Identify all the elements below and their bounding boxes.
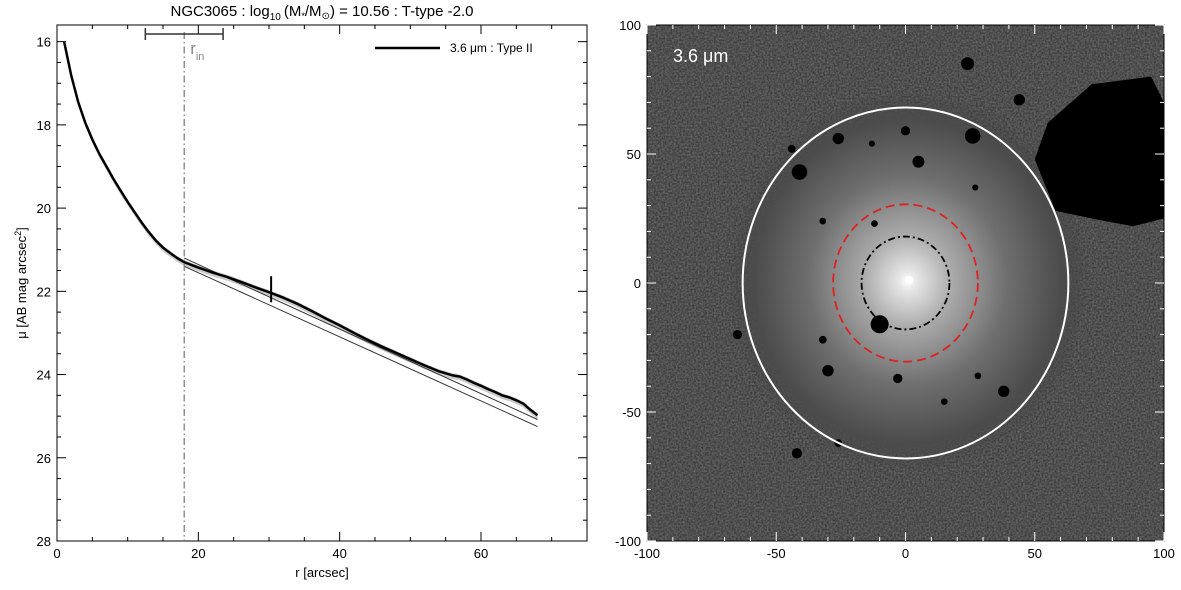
star-mask <box>818 335 827 344</box>
star-mask <box>791 164 808 180</box>
profile-axis-ticks <box>56 25 588 542</box>
legend: 3.6 μm : Type II <box>375 41 533 55</box>
star-mask <box>791 448 803 459</box>
y-tick-label: 18 <box>37 118 51 133</box>
profile-line <box>62 41 539 417</box>
y-axis-label: μ [AB mag arcsec2] <box>13 227 29 339</box>
y-tick-label: 20 <box>37 201 51 216</box>
y-tick-label: 50 <box>627 147 641 162</box>
star-mask <box>972 184 979 191</box>
star-mask <box>998 385 1010 398</box>
star-mask <box>787 144 796 153</box>
large-mask-region <box>1034 76 1164 227</box>
y-tick-label: -100 <box>615 534 641 549</box>
r-in-label: rin <box>190 39 204 63</box>
image-panel: -100 -50 0 50 100 -100 -50 0 50 100 3.6 μm <box>615 18 1175 561</box>
star-masks <box>732 57 1025 459</box>
x-axis-label: r [arcsec] <box>295 565 348 580</box>
star-mask <box>871 220 878 228</box>
r-in-errorbar <box>144 28 224 40</box>
y-tick-label: 0 <box>634 276 641 291</box>
x-tick-label: -50 <box>767 546 786 561</box>
red-dashed-ellipse <box>832 203 979 363</box>
star-mask <box>832 132 844 145</box>
star-mask <box>893 373 903 384</box>
profile-data-layer <box>62 39 539 428</box>
galaxy-core <box>905 276 913 284</box>
x-tick-label: 20 <box>191 546 205 561</box>
x-tick-label: 60 <box>474 546 488 561</box>
x-tick-label: 0 <box>53 546 60 561</box>
star-mask <box>940 398 948 406</box>
band-label: 3.6 μm <box>673 46 728 66</box>
x-tick-label: 0 <box>902 546 909 561</box>
y-tick-label: 100 <box>619 18 641 33</box>
legend-label: 3.6 μm : Type II <box>450 41 533 55</box>
y-tick-label: 16 <box>37 35 51 50</box>
fit-line <box>183 265 538 428</box>
x-tick-label: 40 <box>332 546 346 561</box>
aperture-ellipses <box>741 106 1070 460</box>
inner-dashdot-ellipse <box>860 235 951 331</box>
fit-line <box>183 257 538 420</box>
x-tick-label: 100 <box>1153 546 1175 561</box>
star-mask <box>732 329 743 340</box>
star-mask <box>819 217 827 225</box>
y-tick-label: 26 <box>37 451 51 466</box>
profile-uncertainty-band <box>64 39 538 420</box>
profile-panel: 0 20 40 60 16 18 20 22 24 26 28 r [arcsec] μ [AB m… <box>13 24 588 580</box>
star-mask <box>974 372 982 380</box>
outer-ellipse <box>741 106 1070 460</box>
image-axis-ticks <box>646 24 1165 542</box>
y-tick-label: 28 <box>37 534 51 549</box>
profile-tick-labels: 0 20 40 60 16 18 20 22 24 26 28 <box>37 35 489 561</box>
star-mask <box>868 140 875 147</box>
star-mask <box>870 315 889 334</box>
star-mask <box>912 155 925 168</box>
image-tick-labels: -100 -50 0 50 100 -100 -50 0 50 100 <box>615 18 1175 561</box>
star-mask <box>1013 94 1025 106</box>
figure-title: NGC3065 : log10 (M*/M⊙) = 10.56 : T-type … <box>171 3 474 23</box>
profile-plot-frame <box>56 24 588 542</box>
star-mask <box>961 57 975 71</box>
star-mask <box>822 365 834 377</box>
y-tick-label: -50 <box>622 405 641 420</box>
x-tick-label: -100 <box>634 546 660 561</box>
x-tick-label: 50 <box>1028 546 1042 561</box>
y-tick-label: 24 <box>37 368 51 383</box>
y-tick-label: 22 <box>37 284 51 299</box>
star-mask <box>900 126 911 136</box>
star-mask <box>964 128 981 144</box>
